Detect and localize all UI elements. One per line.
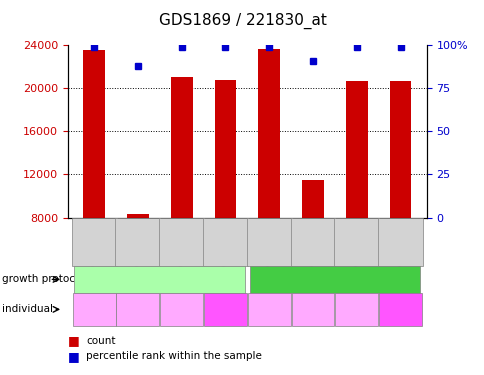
Text: GSM92232: GSM92232: [133, 217, 142, 266]
Bar: [170, 77, 192, 218]
Text: GSM92231: GSM92231: [90, 217, 98, 266]
Bar: [127, 214, 149, 217]
Text: individual: individual: [2, 304, 53, 314]
Text: GSM92238: GSM92238: [395, 217, 404, 266]
Text: passage 3: passage 3: [306, 274, 363, 284]
Text: GSM92236: GSM92236: [308, 217, 317, 266]
Text: donor
329: donor 329: [125, 300, 150, 319]
Text: ■: ■: [68, 350, 79, 363]
Bar: [258, 50, 280, 217]
Text: donor
351: donor 351: [388, 300, 412, 319]
Bar: [389, 81, 410, 218]
Text: GSM92235: GSM92235: [264, 217, 273, 266]
Text: donor
317: donor 317: [82, 300, 106, 319]
Text: donor
330: donor 330: [344, 300, 368, 319]
Text: GSM92237: GSM92237: [351, 217, 361, 266]
Text: count: count: [86, 336, 116, 345]
Bar: [302, 180, 323, 218]
Text: GDS1869 / 221830_at: GDS1869 / 221830_at: [158, 12, 326, 29]
Bar: [214, 80, 236, 218]
Text: passage 1: passage 1: [131, 274, 188, 284]
Text: growth protocol: growth protocol: [2, 274, 85, 284]
Text: GSM92234: GSM92234: [221, 217, 229, 266]
Text: GSM92233: GSM92233: [177, 217, 186, 266]
Bar: [83, 50, 105, 217]
Text: donor
351: donor 351: [213, 300, 237, 319]
Bar: [345, 81, 367, 218]
Text: percentile rank within the sample: percentile rank within the sample: [86, 351, 262, 361]
Text: donor
330: donor 330: [169, 300, 194, 319]
Text: donor
317: donor 317: [257, 300, 281, 319]
Text: ■: ■: [68, 334, 79, 347]
Text: donor
329: donor 329: [300, 300, 324, 319]
